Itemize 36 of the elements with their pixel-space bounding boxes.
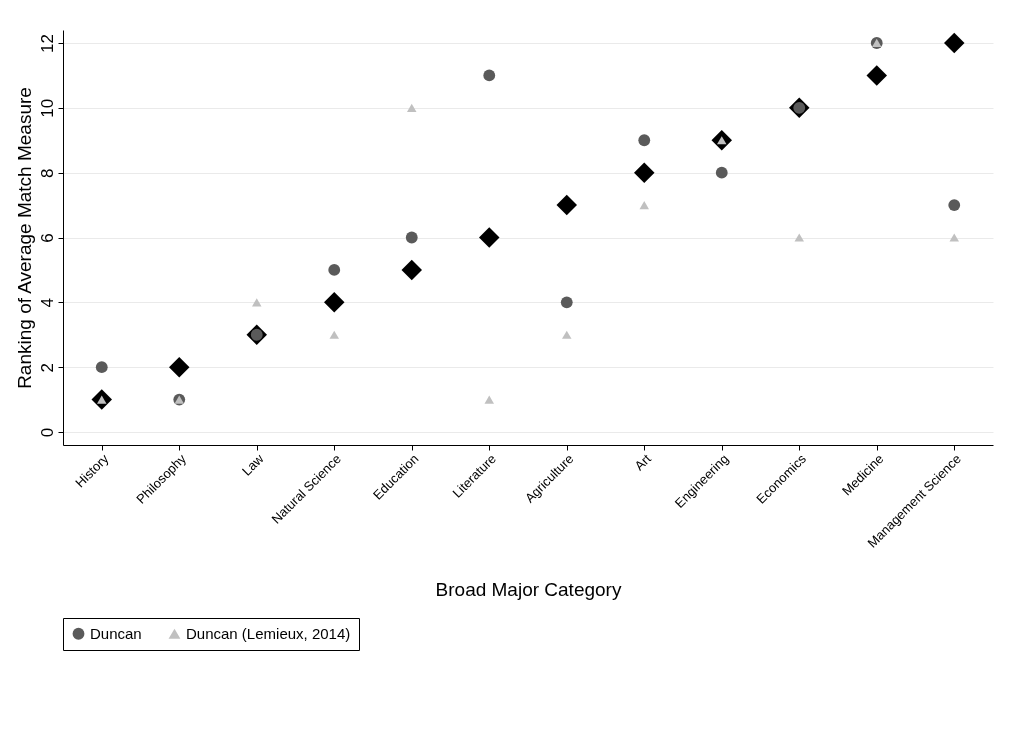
point — [407, 103, 417, 112]
y-tick-label: 6 — [37, 233, 57, 243]
point — [944, 32, 965, 54]
point — [634, 162, 655, 183]
x-axis-title: Broad Major Category — [435, 578, 622, 600]
point — [562, 330, 572, 339]
legend-label: Duncan — [90, 624, 142, 642]
x-tick-label: Law — [238, 450, 267, 479]
point — [95, 361, 108, 374]
point — [866, 65, 887, 86]
legend-label: Duncan (Lemieux, 2014) — [186, 624, 351, 642]
point — [715, 166, 728, 179]
y-tick-label: 0 — [37, 427, 57, 438]
point — [324, 292, 345, 313]
y-tick-label: 8 — [37, 168, 57, 178]
point — [405, 231, 418, 244]
point — [556, 194, 577, 216]
point — [484, 395, 494, 404]
y-axis-title: Ranking of Average Match Measure — [13, 87, 35, 389]
x-tick-label: Art — [631, 450, 655, 474]
point — [948, 199, 961, 211]
y-tick-label: 10 — [37, 98, 57, 118]
y-tick-label: 4 — [37, 298, 57, 308]
point — [483, 69, 496, 82]
y-tick-label: 2 — [37, 362, 57, 373]
point — [639, 200, 649, 210]
point — [329, 330, 339, 339]
point — [479, 227, 500, 248]
point — [401, 259, 422, 281]
point — [560, 296, 573, 309]
point — [328, 264, 341, 276]
point — [794, 233, 804, 242]
point — [169, 356, 190, 378]
point — [638, 134, 651, 147]
point — [949, 233, 959, 242]
y-tick-label: 12 — [37, 34, 57, 53]
